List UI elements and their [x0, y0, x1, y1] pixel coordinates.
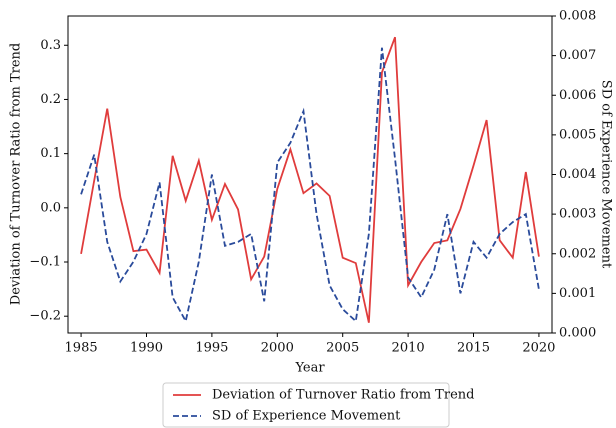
x-tick-label: 2010 — [392, 341, 425, 356]
series-line — [80, 47, 540, 324]
y2-tick-label: 0.004 — [559, 167, 596, 182]
x-tick-label: 2015 — [457, 341, 490, 356]
y2-tick-label: 0.000 — [559, 326, 596, 341]
plot-frame — [67, 15, 553, 334]
x-tick-label: 2000 — [261, 341, 294, 356]
y2-tick-label: 0.008 — [559, 9, 596, 24]
x-tick-label: 1990 — [130, 341, 163, 356]
y-tick-label: −0.1 — [29, 255, 61, 270]
y2-tick-label: 0.003 — [559, 207, 596, 222]
y2-tick-label: 0.006 — [559, 88, 596, 103]
x-tick-label: 1985 — [65, 341, 98, 356]
y2-tick-label: 0.005 — [559, 127, 596, 142]
y2-tick-label: 0.001 — [559, 286, 596, 301]
legend-label: Deviation of Turnover Ratio from Trend — [212, 388, 474, 403]
x-axis-label: Year — [294, 361, 325, 376]
y-tick-label: −0.2 — [29, 309, 61, 324]
legend-label: SD of Experience Movement — [212, 409, 401, 424]
y2-axis-label: SD of Experience Movement — [599, 80, 614, 269]
x-tick-label: 2005 — [326, 341, 359, 356]
y2-tick-label: 0.007 — [559, 48, 596, 63]
y2-tick-label: 0.002 — [559, 246, 596, 261]
y-tick-label: 0.3 — [40, 38, 61, 53]
x-tick-label: 1995 — [195, 341, 228, 356]
y-tick-label: 0.0 — [40, 200, 61, 215]
y-tick-label: 0.1 — [40, 146, 61, 161]
y-tick-label: 0.2 — [40, 92, 61, 107]
legend-box — [162, 382, 450, 428]
x-tick-label: 2020 — [522, 341, 555, 356]
series-line — [80, 36, 540, 323]
y-axis-label: Deviation of Turnover Ratio from Trend — [9, 43, 24, 305]
